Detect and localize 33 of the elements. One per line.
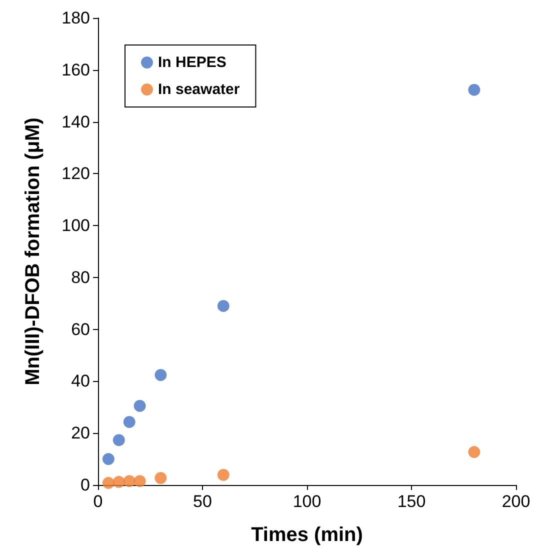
x-tick-label: 100 (292, 492, 322, 511)
point (112, 476, 125, 488)
point (102, 476, 114, 489)
point (134, 400, 146, 412)
y-tick-label: 40 (71, 372, 90, 391)
y-axis-title: Mn(III)-DFOB formation (μM) (22, 118, 44, 386)
point (154, 369, 167, 381)
y-tick-label: 80 (71, 268, 90, 287)
point (123, 416, 136, 428)
point (468, 84, 480, 96)
x-tick-label: 200 (502, 492, 530, 511)
point (217, 300, 230, 312)
legend-label: In seawater (158, 81, 240, 98)
point (468, 446, 480, 458)
point (217, 468, 230, 481)
y-tick-label: 180 (62, 8, 90, 28)
x-tick-label: 0 (93, 492, 103, 511)
point (154, 472, 167, 484)
y-tick-label: 160 (62, 60, 90, 80)
point (112, 434, 125, 446)
x-axis-title: Times (min) (251, 524, 363, 546)
y-tick-label: 120 (62, 164, 90, 184)
x-tick-label: 50 (193, 492, 212, 511)
y-tick-label: 140 (62, 112, 90, 132)
y-tick-label: 20 (71, 424, 90, 443)
legend-label: In HEPES (158, 54, 226, 71)
point (102, 453, 114, 466)
y-tick-label: 100 (62, 216, 90, 236)
y-tick-label: 60 (71, 320, 90, 339)
x-tick-label: 150 (397, 492, 426, 511)
y-tick-label: 0 (80, 476, 90, 494)
point (134, 475, 146, 488)
point (123, 475, 136, 488)
